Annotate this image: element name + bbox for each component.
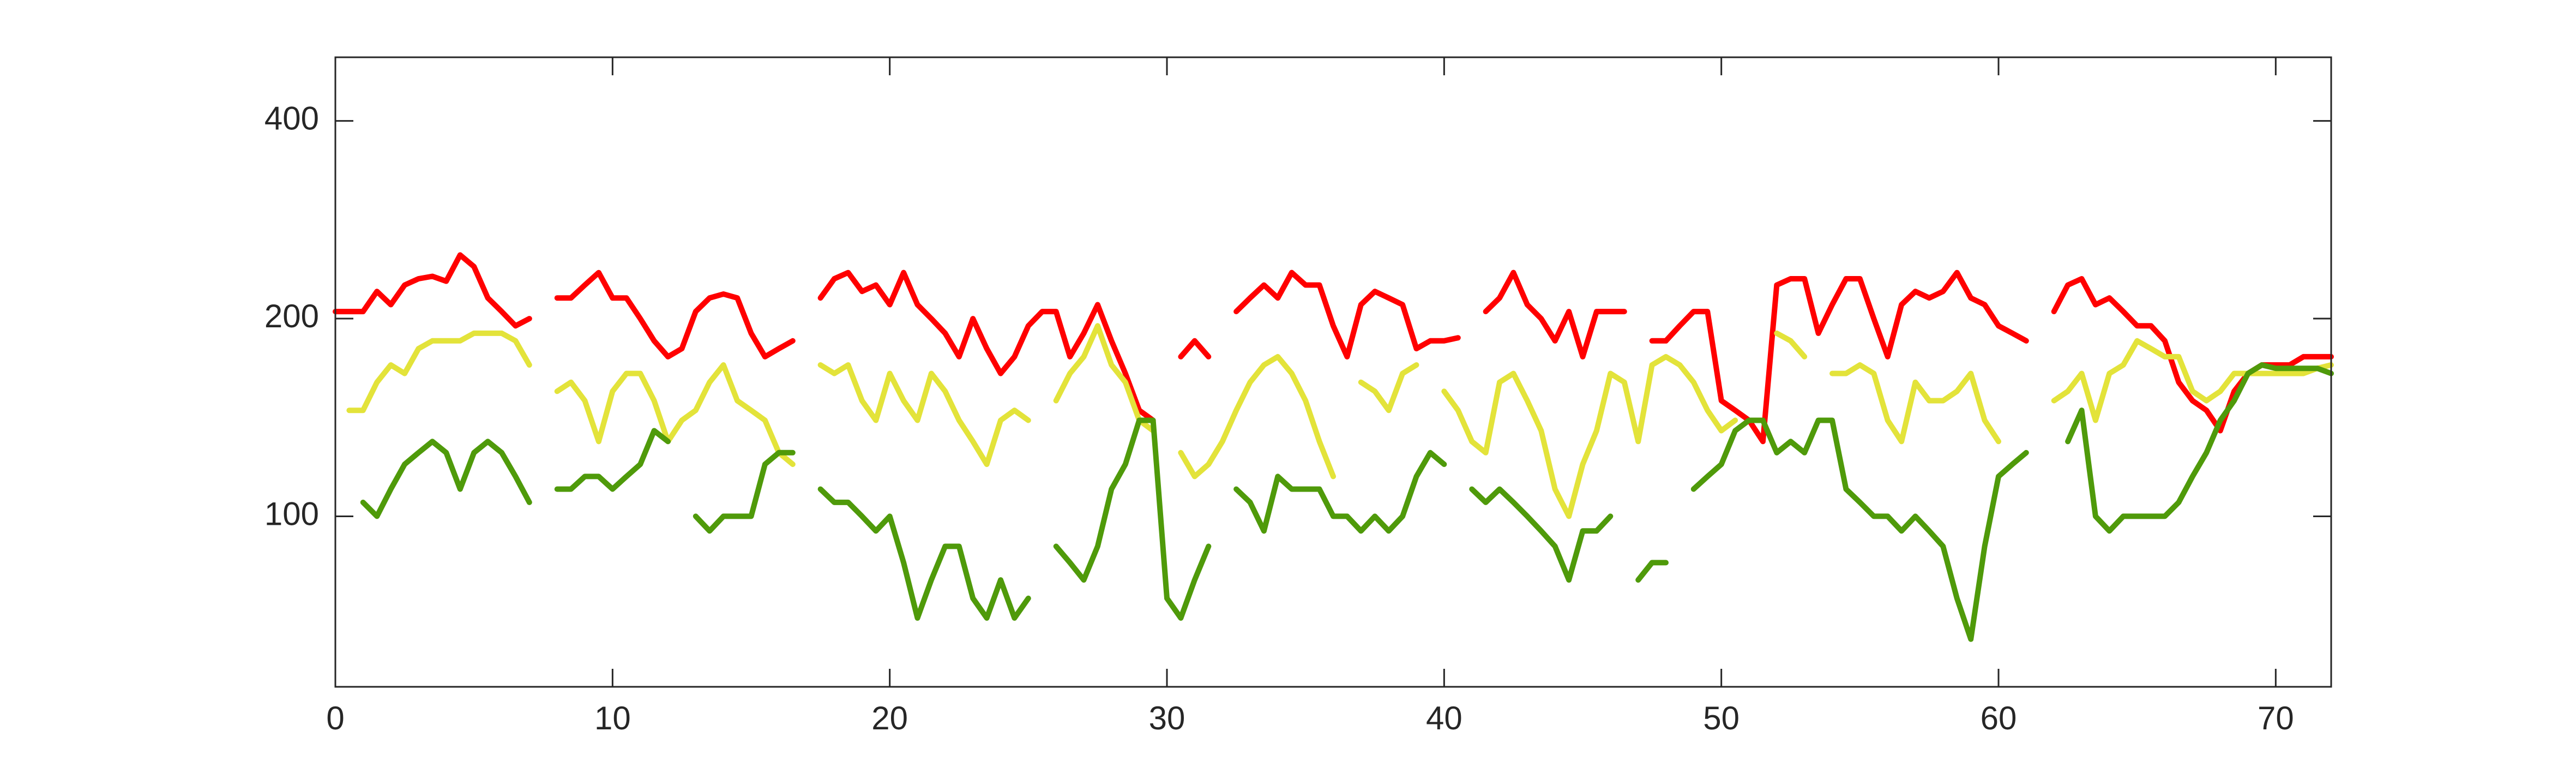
y-tick-label: 400 [264,100,319,137]
series-line [360,362,2334,642]
x-tick-label: 70 [2258,700,2294,736]
x-tick-label: 30 [1149,700,1185,736]
series-line [333,252,2334,445]
y-tick-label: 100 [264,495,319,532]
x-tick-label: 0 [326,700,344,736]
x-tick-label: 20 [871,700,908,736]
x-tick-label: 50 [1703,700,1740,736]
x-tick-label: 40 [1426,700,1462,736]
axes-box [334,56,2332,688]
x-tick-label: 60 [1981,700,2017,736]
plot-area [335,57,2331,687]
plot-lines [333,252,2334,642]
series-line [346,323,2334,519]
x-tick-label: 10 [594,700,631,736]
y-tick-label: 200 [264,298,319,334]
